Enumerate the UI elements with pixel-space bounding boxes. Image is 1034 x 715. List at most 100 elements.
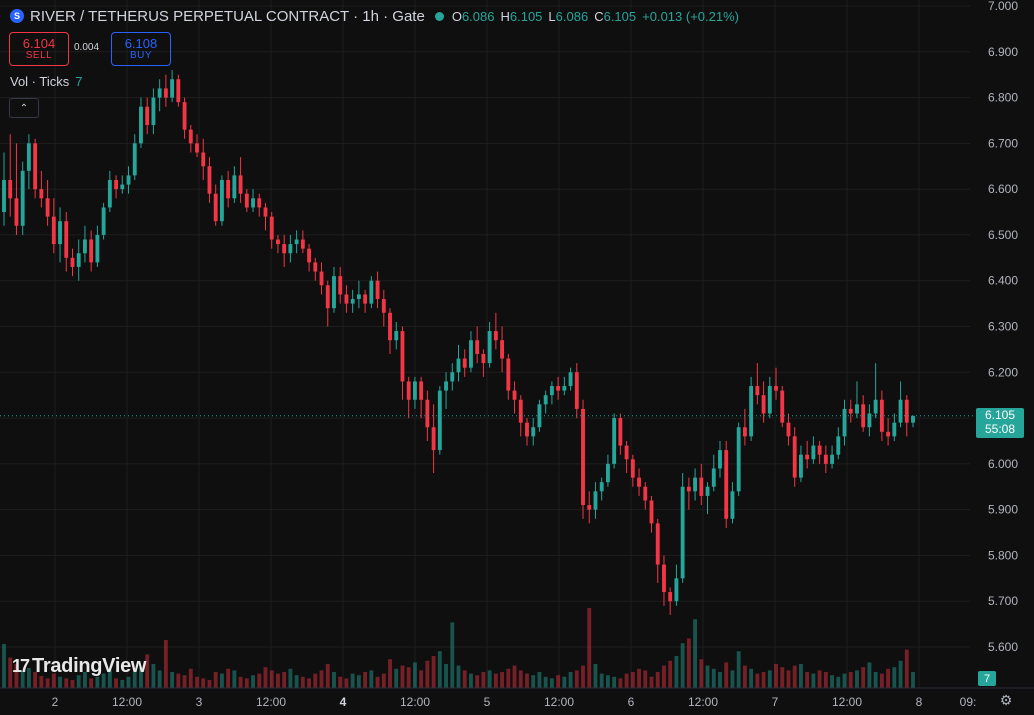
volume-bar: [475, 675, 480, 688]
volume-bar: [381, 673, 386, 688]
candle-body: [313, 262, 318, 272]
candle-body: [238, 175, 243, 194]
volume-bar: [830, 675, 834, 688]
volume-bar: [531, 675, 536, 688]
bar-countdown: 55:08: [984, 422, 1016, 436]
candle-body: [549, 386, 554, 396]
candle-body: [761, 395, 766, 414]
volume-bar: [848, 672, 853, 688]
volume-bar: [257, 673, 262, 688]
candle-body: [836, 436, 841, 455]
x-tick-label: 12:00: [832, 695, 862, 709]
tradingview-logo[interactable]: 17 TradingView: [12, 655, 146, 678]
volume-bar: [207, 680, 212, 688]
volume-bar: [26, 668, 31, 688]
candle-body: [599, 482, 604, 492]
sell-label: SELL: [25, 49, 53, 61]
volume-bar: [294, 675, 299, 688]
candle-body: [176, 79, 181, 103]
buy-button[interactable]: 6.108 BUY: [111, 32, 171, 66]
volume-bar: [556, 675, 561, 688]
candle-body: [419, 381, 424, 400]
candle-body: [624, 445, 629, 460]
x-tick-label: 4: [340, 695, 347, 709]
x-tick-label: 3: [196, 695, 203, 709]
candle-body: [319, 271, 324, 286]
x-tick-label: 12:00: [256, 695, 286, 709]
volume-bar: [867, 662, 872, 688]
volume-bar: [780, 667, 785, 688]
candle-body: [332, 276, 336, 309]
candle-body: [500, 340, 505, 359]
candle-body: [251, 198, 255, 208]
volume-bar: [493, 673, 498, 688]
volume-bar: [45, 678, 50, 688]
candle-body: [394, 331, 399, 341]
candle-body: [145, 106, 150, 126]
collapse-legend-button[interactable]: ⌃: [9, 98, 39, 118]
candle-body: [742, 427, 747, 437]
y-tick-label: 6.200: [988, 365, 1018, 379]
candle-body: [33, 143, 38, 190]
gear-icon[interactable]: ⚙: [999, 691, 1013, 708]
y-tick-label: 6.500: [988, 228, 1018, 242]
volume-bar: [755, 673, 760, 688]
candle-body: [294, 239, 299, 245]
candle-body: [811, 445, 816, 460]
candle-body: [711, 468, 716, 487]
candle-body: [456, 358, 461, 373]
candle-body: [20, 170, 25, 226]
high-value: 6.105: [509, 8, 543, 24]
y-tick-label: 6.900: [988, 45, 1018, 59]
x-tick-label: 12:00: [688, 695, 718, 709]
volume-bar: [686, 638, 691, 688]
volume-bar: [581, 665, 585, 688]
sell-button[interactable]: 6.104 SELL: [9, 32, 69, 66]
volume-bar: [20, 670, 25, 688]
y-tick-label: 6.600: [988, 182, 1018, 196]
symbol-title[interactable]: RIVER / TETHERUS PERPETUAL CONTRACT · 1h…: [30, 7, 425, 25]
candle-body: [842, 408, 847, 437]
volume-bar: [861, 667, 866, 688]
volume-bar: [699, 659, 704, 688]
volume-bar: [375, 676, 380, 688]
volume-bar: [201, 678, 206, 688]
candle-body: [107, 179, 112, 208]
candle-body: [219, 179, 224, 222]
symbol-icon[interactable]: S: [10, 9, 24, 23]
volume-bar: [680, 643, 685, 688]
volume-bar: [655, 672, 660, 688]
candle-body: [767, 386, 772, 414]
y-tick-label: 7.000: [988, 0, 1018, 13]
y-tick-label: 5.600: [988, 640, 1018, 654]
candle-body: [157, 88, 162, 98]
volume-bar: [2, 644, 6, 688]
candle-body: [139, 106, 143, 144]
volume-bar: [226, 668, 231, 688]
volume-legend[interactable]: Vol · Ticks 7: [10, 74, 82, 89]
candle-body: [531, 427, 536, 437]
volume-bar: [481, 672, 486, 688]
candle-body: [126, 175, 131, 185]
chevron-up-icon: ⌃: [19, 102, 29, 114]
volume-bar: [219, 673, 224, 688]
candle-body: [892, 422, 897, 437]
candle-body: [655, 523, 660, 565]
candle-body: [699, 477, 704, 496]
candle-body: [481, 353, 486, 364]
buy-price: 6.108: [124, 35, 158, 51]
candle-body: [151, 97, 156, 126]
candle-body: [886, 431, 891, 437]
volume-bar: [593, 664, 598, 688]
volume-value-tag: 7: [978, 671, 996, 686]
candle-body: [120, 184, 125, 190]
candle-body: [879, 399, 884, 432]
volume-bar: [151, 664, 156, 688]
candle-body: [114, 179, 118, 190]
x-tick-label: 12:00: [544, 695, 574, 709]
volume-bar: [774, 664, 778, 688]
candle-body: [213, 193, 218, 222]
volume-bar: [630, 672, 635, 688]
sell-price: 6.104: [22, 35, 56, 51]
